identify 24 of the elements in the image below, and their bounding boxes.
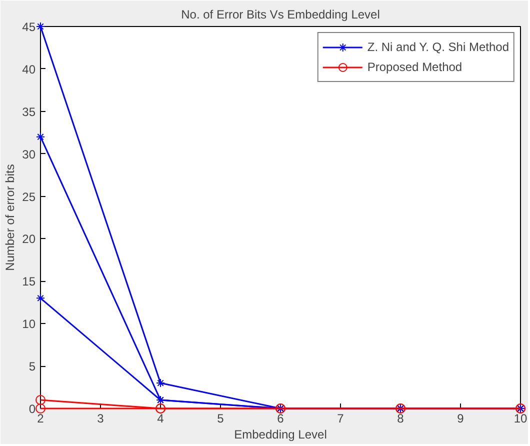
y-tick-label: 35	[22, 104, 36, 119]
x-tick-label: 3	[97, 412, 104, 426]
y-tick-label: 15	[22, 274, 36, 289]
x-tick-label: 7	[337, 412, 344, 426]
x-axis-title: Embedding Level	[234, 428, 327, 442]
x-tick-label: 6	[277, 412, 284, 426]
x-tick-label: 10	[514, 412, 528, 426]
y-tick-label: 10	[22, 317, 36, 332]
y-tick-label: 5	[28, 360, 36, 374]
y-tick-label: 40	[22, 62, 36, 76]
y-tick-label: 30	[22, 147, 36, 162]
x-tick-label: 5	[217, 412, 224, 426]
y-axis-title: Number of error bits	[3, 164, 18, 271]
legend-label: Z. Ni and Y. Q. Shi Method	[367, 40, 509, 54]
y-tick-label: 45	[22, 20, 36, 34]
y-tick-label: 0	[28, 402, 36, 416]
chart-title: No. of Error Bits Vs Embedding Level	[181, 8, 380, 22]
y-tick-label: 20	[22, 232, 36, 246]
x-tick-label: 9	[457, 412, 464, 426]
legend-label: Proposed Method	[367, 60, 462, 74]
x-tick-label: 8	[397, 412, 404, 426]
x-tick-label: 4	[157, 412, 164, 426]
x-tick-label: 2	[37, 412, 44, 426]
y-tick-label: 25	[22, 190, 36, 204]
